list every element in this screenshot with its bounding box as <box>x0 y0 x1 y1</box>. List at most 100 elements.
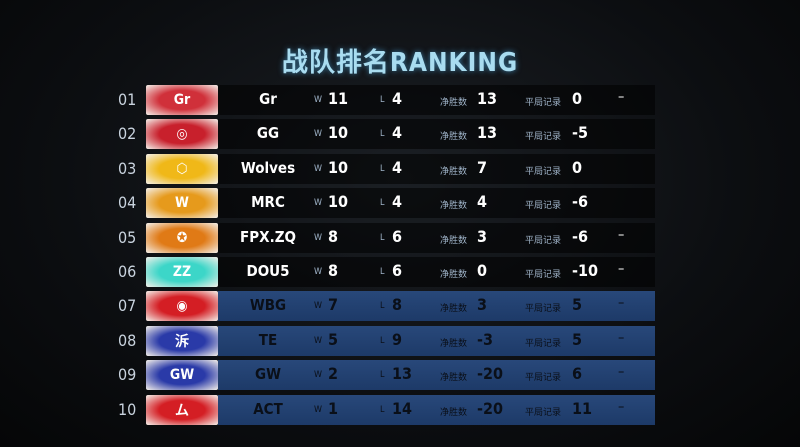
losses: 9 <box>392 329 403 349</box>
draw-label: 平局记录 <box>525 304 562 315</box>
trend-mark: – <box>618 364 625 381</box>
table-row: 02 ◎ GG W 10 L 4 净胜数 13 平局记录 -5 <box>0 118 800 150</box>
win-label: W <box>314 163 323 174</box>
logo-glyph: ✪ <box>176 229 188 246</box>
net-label: 净胜数 <box>440 304 468 315</box>
net-wins: 4 <box>477 192 488 212</box>
team-logo-icon: W <box>146 188 218 219</box>
wins: 1 <box>328 398 339 418</box>
net-label: 净胜数 <box>440 98 468 108</box>
net-label: 净胜数 <box>440 132 468 143</box>
trend-mark: – <box>618 329 625 346</box>
team-name: WBG <box>249 296 287 315</box>
net-label: 净胜数 <box>440 373 468 384</box>
team-name: FPX.ZQ <box>240 227 296 246</box>
draw-record: 6 <box>572 364 583 384</box>
trend-mark: – <box>618 398 625 415</box>
loss-label: L <box>380 267 385 277</box>
win-label: W <box>314 232 323 243</box>
net-label: 净胜数 <box>440 166 468 177</box>
table-row: 10 ム ACT W 1 L 14 净胜数 -20 平局记录 11 – <box>0 394 800 426</box>
team-name: Gr <box>259 90 277 108</box>
wins: 10 <box>328 123 349 143</box>
net-wins: 7 <box>477 157 488 177</box>
row-background <box>218 222 655 253</box>
team-name: GW <box>255 365 281 384</box>
draw-record: -10 <box>572 261 599 280</box>
win-label: W <box>314 370 323 381</box>
rank: 10 <box>118 399 137 419</box>
draw-label: 平局记录 <box>525 132 562 143</box>
trend-mark: – <box>618 89 625 105</box>
win-label: W <box>314 198 323 209</box>
losses: 4 <box>392 192 403 212</box>
draw-label: 平局记录 <box>525 407 562 418</box>
net-wins: 3 <box>477 295 488 315</box>
table-row: 04 W MRC W 10 L 4 净胜数 4 平局记录 -6 <box>0 187 800 219</box>
logo-glyph: ◎ <box>176 126 188 143</box>
loss-label: L <box>380 129 385 140</box>
logo-glyph: 泝 <box>175 333 189 350</box>
table-row: 07 ◉ WBG W 7 L 8 净胜数 3 平局记录 5 – <box>0 290 800 322</box>
losses: 6 <box>392 226 403 246</box>
draw-label: 平局记录 <box>525 235 562 246</box>
rank: 08 <box>118 330 137 350</box>
losses: 4 <box>392 123 403 143</box>
row-background <box>218 360 655 391</box>
rank: 09 <box>118 365 137 385</box>
draw-label: 平局记录 <box>525 98 562 108</box>
team-logo-icon: ◎ <box>146 119 218 150</box>
loss-label: L <box>380 404 385 415</box>
losses: 13 <box>392 364 413 384</box>
losses: 4 <box>392 157 403 177</box>
table-row: 05 ✪ FPX.ZQ W 8 L 6 净胜数 3 平局记录 -6 – <box>0 222 800 254</box>
losses: 4 <box>392 89 403 108</box>
draw-record: -5 <box>572 123 588 143</box>
team-logo-icon: 泝 <box>146 325 218 356</box>
row-background <box>218 153 655 184</box>
net-wins: 13 <box>477 89 498 108</box>
net-wins: 0 <box>477 261 488 280</box>
team-logo-icon: ム <box>146 394 218 425</box>
team-name: Wolves <box>240 158 296 177</box>
wins: 8 <box>328 226 339 246</box>
loss-label: L <box>380 232 385 243</box>
draw-label: 平局记录 <box>525 373 562 384</box>
rank: 02 <box>118 124 137 144</box>
logo-glyph: Gr <box>173 92 191 108</box>
row-background <box>218 119 655 150</box>
table-row: 01 Gr Gr W 11 L 4 净胜数 13 平局记录 0 – <box>0 84 800 116</box>
draw-label: 平局记录 <box>525 270 562 280</box>
logo-glyph: W <box>175 195 189 212</box>
net-wins: -3 <box>477 329 493 349</box>
table-row: 06 ZZ DOU5 W 8 L 6 净胜数 0 平局记录 -10 – <box>0 256 800 288</box>
wins: 10 <box>328 192 349 212</box>
net-wins: 3 <box>477 226 488 246</box>
losses: 8 <box>392 295 403 315</box>
win-label: W <box>314 95 323 105</box>
row-background <box>218 85 655 115</box>
net-label: 净胜数 <box>440 235 468 246</box>
win-label: W <box>314 335 323 346</box>
wins: 7 <box>328 295 339 315</box>
team-logo-icon: GW <box>146 360 218 391</box>
wins: 2 <box>328 364 339 384</box>
trend-mark: – <box>618 295 625 312</box>
wins: 10 <box>328 157 349 177</box>
table-row: 03 ⬡ Wolves W 10 L 4 净胜数 7 平局记录 0 <box>0 153 800 185</box>
draw-record: 0 <box>572 157 583 177</box>
loss-label: L <box>380 301 385 312</box>
rank: 01 <box>118 90 137 109</box>
logo-glyph: ム <box>175 402 189 419</box>
draw-record: 5 <box>572 295 583 315</box>
page-title: 战队排名RANKING <box>281 48 519 78</box>
draw-record: -6 <box>572 226 588 246</box>
net-label: 净胜数 <box>440 201 468 212</box>
team-logo-icon: Gr <box>146 85 218 115</box>
logo-glyph: ZZ <box>172 264 192 280</box>
losses: 6 <box>392 261 403 280</box>
net-wins: -20 <box>477 364 504 384</box>
rank: 06 <box>118 262 137 281</box>
loss-label: L <box>380 335 385 346</box>
loss-label: L <box>380 163 385 174</box>
